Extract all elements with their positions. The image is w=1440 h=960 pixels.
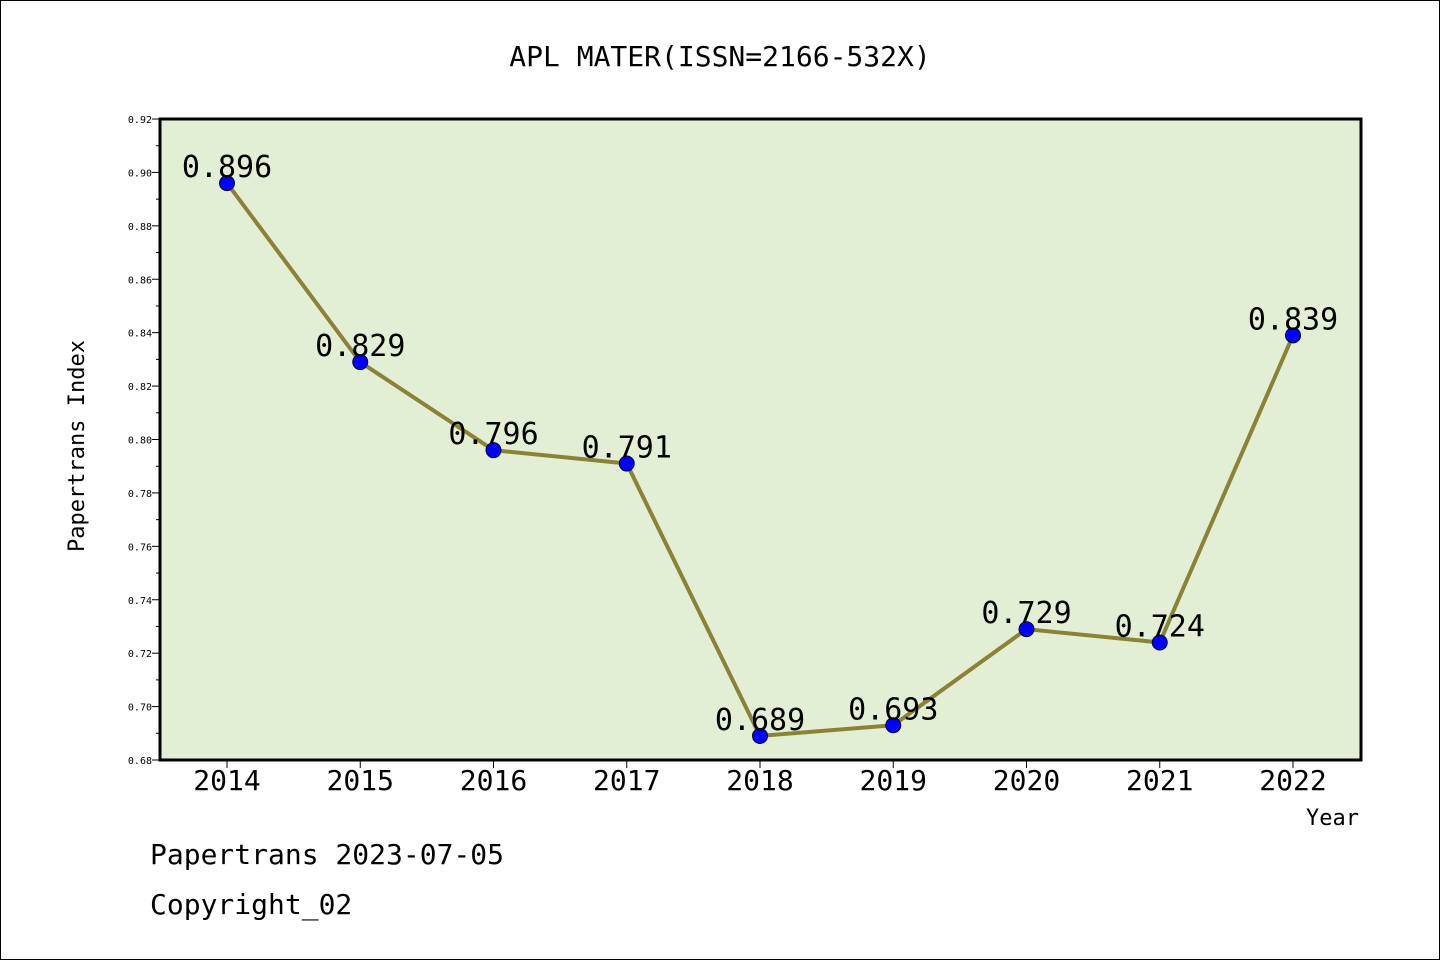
x-tick-label: 2021 [1126,764,1193,797]
y-tick-label: 0.82 [128,382,152,393]
data-label: 0.693 [848,692,938,727]
data-label: 0.791 [582,431,672,466]
x-tick-label: 2016 [460,764,527,797]
data-point [352,354,369,371]
footer-date: Papertrans 2023-07-05 [150,838,504,871]
y-tick-label: 0.88 [128,222,152,233]
x-tick-label: 2019 [860,764,927,797]
y-tick-label: 0.76 [128,542,152,553]
y-tick-label: 0.72 [128,649,152,660]
y-tick-label: 0.74 [128,596,152,607]
x-axis-label: Year [1306,806,1359,831]
y-tick-label: 0.86 [128,275,152,286]
data-point [219,175,235,192]
y-tick-label: 0.70 [128,703,152,714]
plot-area [160,119,1361,760]
data-label: 0.689 [715,703,805,738]
data-point [618,455,635,472]
data-point [1285,327,1301,344]
data-points [219,175,1301,744]
y-tick-label: 0.68 [128,756,152,767]
data-label: 0.724 [1115,609,1205,644]
y-tick-label: 0.80 [128,436,152,447]
data-label: 0.829 [315,329,405,364]
data-labels: 0.896 0.829 0.796 0.791 0.689 0.693 0.729 0.724… [182,150,1338,738]
y-tick-label: 0.78 [128,489,152,500]
x-tick-label: 2017 [593,764,660,797]
x-axis: 2014 2015 2016 2017 2018 2019 2020 2021 2022 [193,760,1327,797]
x-tick-label: 2014 [193,764,260,797]
data-point [485,442,502,459]
footer-copyright: Copyright_02 [150,888,352,922]
y-tick-label: 0.90 [128,168,152,179]
data-label: 0.839 [1248,302,1338,337]
data-point [1151,634,1168,651]
data-label: 0.729 [981,596,1071,631]
data-point [1018,621,1035,638]
data-label: 0.896 [182,150,272,185]
x-tick-label: 2018 [726,764,793,797]
y-tick-label: 0.92 [128,115,152,126]
x-tick-label: 2015 [327,764,394,797]
data-label: 0.796 [448,417,538,452]
x-tick-label: 2020 [993,764,1060,797]
data-point [752,727,768,744]
y-axis: 0.68 0.70 0.72 0.74 0.76 0.78 0.80 0.82 0.84 0.86… [128,115,160,767]
chart-title: APL MATER(ISSN=2166-532X) [509,40,930,73]
data-point [885,717,902,734]
y-tick-label: 0.84 [128,329,152,340]
plot-border [158,117,1363,762]
x-tick-label: 2022 [1259,764,1326,797]
y-axis-label: Papertrans Index [65,340,90,552]
